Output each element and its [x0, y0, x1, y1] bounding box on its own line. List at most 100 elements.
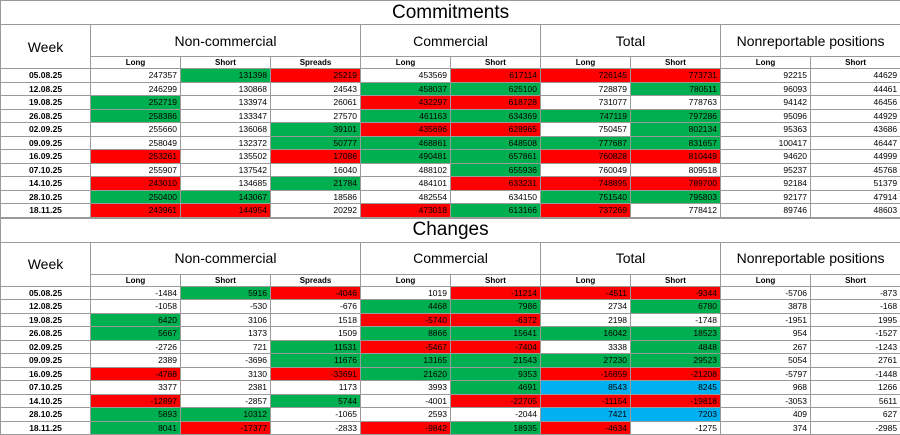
sub-header: Short: [451, 57, 541, 69]
value-cell: 2381: [181, 381, 271, 395]
value-cell: -5797: [721, 367, 811, 381]
value-cell: 435696: [361, 123, 451, 137]
value-cell: -676: [271, 300, 361, 314]
value-cell: 3377: [91, 381, 181, 395]
week-cell: 12.08.25: [1, 300, 91, 314]
sub-header: Long: [361, 274, 451, 286]
value-cell: 11676: [271, 354, 361, 368]
value-cell: -2857: [181, 394, 271, 408]
week-cell: 28.10.25: [1, 408, 91, 422]
value-cell: 8866: [361, 327, 451, 341]
value-cell: 6780: [631, 300, 721, 314]
value-cell: 16042: [541, 327, 631, 341]
value-cell: -4788: [91, 367, 181, 381]
table-title: Commitments: [1, 1, 900, 25]
value-cell: 46447: [811, 136, 900, 150]
sub-header: Short: [631, 274, 721, 286]
value-cell: 760828: [541, 150, 631, 164]
value-cell: 773731: [631, 69, 721, 83]
week-cell: 07.10.25: [1, 163, 91, 177]
value-cell: 2389: [91, 354, 181, 368]
value-cell: 3878: [721, 300, 811, 314]
value-cell: 4468: [361, 300, 451, 314]
value-cell: 8245: [631, 381, 721, 395]
value-cell: 628965: [451, 123, 541, 137]
value-cell: 51379: [811, 177, 900, 191]
sub-header: Long: [541, 57, 631, 69]
value-cell: 21620: [361, 367, 451, 381]
value-cell: -16859: [541, 367, 631, 381]
value-cell: -7404: [451, 340, 541, 354]
value-cell: 45768: [811, 163, 900, 177]
value-cell: 21543: [451, 354, 541, 368]
week-cell: 05.08.25: [1, 286, 91, 300]
value-cell: 7421: [541, 408, 631, 422]
value-cell: -6372: [451, 313, 541, 327]
value-cell: 1509: [271, 327, 361, 341]
value-cell: -5740: [361, 313, 451, 327]
value-cell: 8543: [541, 381, 631, 395]
value-cell: -873: [811, 286, 900, 300]
value-cell: 795803: [631, 190, 721, 204]
value-cell: 2734: [541, 300, 631, 314]
sub-header: Spreads: [271, 57, 361, 69]
table-title: Changes: [1, 218, 900, 242]
value-cell: 409: [721, 408, 811, 422]
value-cell: 133347: [181, 109, 271, 123]
group-header: Non-commercial: [91, 242, 361, 274]
value-cell: -1065: [271, 408, 361, 422]
value-cell: -5706: [721, 286, 811, 300]
value-cell: -21208: [631, 367, 721, 381]
sub-header: Short: [451, 274, 541, 286]
week-cell: 26.08.25: [1, 327, 91, 341]
sub-header: Long: [91, 57, 181, 69]
week-cell: 28.10.25: [1, 190, 91, 204]
value-cell: 92177: [721, 190, 811, 204]
value-cell: 2761: [811, 354, 900, 368]
title-row: Commitments: [1, 1, 900, 25]
value-cell: 46456: [811, 96, 900, 110]
value-cell: 810449: [631, 150, 721, 164]
value-cell: 737269: [541, 204, 631, 218]
group-header: Nonreportable positions: [721, 242, 900, 274]
value-cell: 5611: [811, 394, 900, 408]
value-cell: 968: [721, 381, 811, 395]
value-cell: 657861: [451, 150, 541, 164]
value-cell: 1518: [271, 313, 361, 327]
value-cell: 618728: [451, 96, 541, 110]
value-cell: 246299: [91, 82, 181, 96]
value-cell: -19818: [631, 394, 721, 408]
value-cell: -4511: [541, 286, 631, 300]
value-cell: -2833: [271, 421, 361, 435]
value-cell: -2985: [811, 421, 900, 435]
value-cell: 255660: [91, 123, 181, 137]
value-cell: -12897: [91, 394, 181, 408]
week-cell: 16.09.25: [1, 150, 91, 164]
value-cell: 655936: [451, 163, 541, 177]
value-cell: 778763: [631, 96, 721, 110]
week-cell: 19.08.25: [1, 96, 91, 110]
week-cell: 18.11.25: [1, 204, 91, 218]
value-cell: 29523: [631, 354, 721, 368]
group-header: Commercial: [361, 242, 541, 274]
value-cell: 258386: [91, 109, 181, 123]
value-cell: 89746: [721, 204, 811, 218]
value-cell: 490481: [361, 150, 451, 164]
value-cell: 258049: [91, 136, 181, 150]
value-cell: -3696: [181, 354, 271, 368]
value-cell: -1527: [811, 327, 900, 341]
week-cell: 18.11.25: [1, 421, 91, 435]
value-cell: 5054: [721, 354, 811, 368]
value-cell: -4046: [271, 286, 361, 300]
value-cell: 648508: [451, 136, 541, 150]
